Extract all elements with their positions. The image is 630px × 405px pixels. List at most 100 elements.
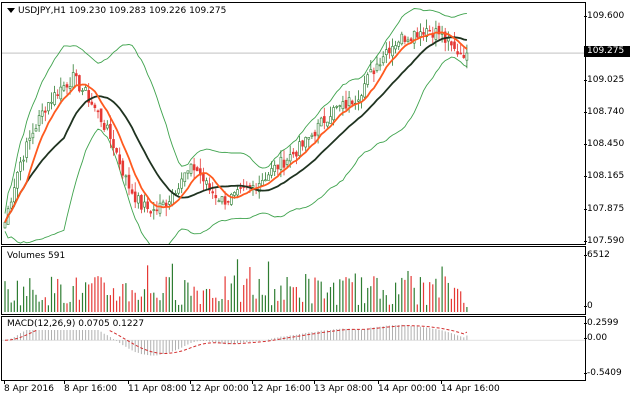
candle-body [13, 187, 16, 203]
candle [16, 171, 19, 198]
candle [462, 47, 466, 59]
volume-tick-zero: 0 [584, 301, 593, 311]
time-axis: 8 Apr 2016 8 Apr 16:00 11 Apr 08:00 12 A… [1, 381, 584, 403]
candle [130, 183, 134, 195]
candle-body [406, 39, 410, 42]
candle [307, 137, 311, 149]
candle-body [425, 28, 428, 38]
candle-body [298, 141, 301, 156]
candle [25, 137, 29, 163]
candle [394, 40, 397, 54]
candle [13, 178, 16, 208]
candle [456, 43, 459, 57]
candle-body [381, 56, 385, 64]
candle [431, 26, 435, 44]
candle-body [133, 191, 137, 203]
candle-body [118, 154, 121, 165]
volume-pane[interactable]: Volumes 591 [1, 246, 586, 315]
candle-body [301, 140, 304, 147]
candle-body [152, 209, 156, 211]
bollinger-lower-line [4, 56, 468, 244]
candle [310, 132, 314, 139]
candle [34, 124, 38, 132]
candle [19, 157, 22, 181]
candle-body [47, 102, 50, 112]
candle-body [96, 110, 100, 113]
candle [338, 104, 342, 112]
candle-body [164, 202, 168, 207]
time-tick: 14 Apr 16:00 [441, 381, 500, 394]
candle-body [350, 100, 354, 105]
candle-body [19, 161, 22, 172]
candle-body [62, 85, 66, 91]
candle-body [87, 90, 90, 103]
candle-body [124, 175, 128, 178]
candle [118, 147, 121, 170]
candle [437, 22, 441, 41]
candle-body [437, 25, 441, 35]
candle [50, 92, 53, 110]
candle-body [65, 84, 69, 88]
candle [155, 201, 159, 215]
price-tick: 107.590 [583, 236, 625, 246]
candle [202, 167, 205, 191]
candle-body [28, 137, 32, 141]
price-axis[interactable]: 109.600 109.025 108.740 108.450 108.165 … [583, 2, 630, 246]
candle-body [388, 47, 391, 54]
candle-body [186, 170, 190, 174]
macd-tick-zero: 0.00 [583, 333, 608, 343]
dropdown-triangle-icon[interactable] [7, 8, 15, 13]
candle [391, 38, 394, 66]
candle-body [347, 97, 351, 106]
candle-body [140, 195, 143, 210]
candle [335, 105, 339, 110]
ohlc-values: 109.230 109.283 109.226 109.275 [68, 6, 227, 16]
volume-label: Volumes 591 [7, 251, 66, 262]
price-chart-svg [2, 8, 585, 244]
candle-body [31, 132, 35, 139]
candle-body [453, 41, 456, 49]
price-tick: 108.740 [583, 107, 625, 117]
candle [381, 51, 385, 66]
candle-body [313, 131, 317, 137]
candle [372, 67, 376, 83]
time-tick: 14 Apr 00:00 [378, 381, 437, 394]
candle [180, 172, 183, 194]
candle [40, 103, 44, 125]
candle [208, 177, 211, 194]
volume-axis: 6512 0 [584, 246, 630, 313]
candle-body [335, 106, 339, 108]
candle [301, 139, 304, 151]
candle [369, 60, 373, 73]
candle [230, 192, 233, 206]
candle [406, 36, 410, 43]
candle-body [199, 168, 202, 176]
candle [106, 120, 109, 131]
candle [273, 160, 277, 177]
candle [31, 123, 35, 145]
candle-body [338, 105, 342, 107]
price-pane[interactable]: USDJPY,H1 109.230 109.283 109.226 109.27… [1, 2, 586, 245]
candle [102, 119, 106, 132]
macd-pane[interactable]: MACD(12,26,9) 0.0705 0.1227 [1, 316, 586, 381]
candle-body [43, 110, 47, 113]
candle-body [25, 141, 29, 158]
candle [363, 75, 366, 101]
candle-body [192, 164, 196, 171]
price-tick: 108.165 [583, 171, 625, 181]
candle-body [78, 75, 81, 92]
candle-body [115, 148, 118, 153]
candle-body [208, 183, 211, 191]
candle-body [84, 87, 87, 91]
time-tick: 8 Apr 2016 [4, 381, 54, 394]
slow-ma-line [4, 36, 468, 223]
candle [276, 164, 280, 177]
candle-body [375, 63, 379, 71]
time-tick: 11 Apr 08:00 [128, 381, 187, 394]
candle-body [158, 202, 162, 214]
candle [127, 167, 131, 196]
candle [384, 42, 388, 64]
candle-body [59, 86, 63, 100]
candle [239, 182, 242, 194]
